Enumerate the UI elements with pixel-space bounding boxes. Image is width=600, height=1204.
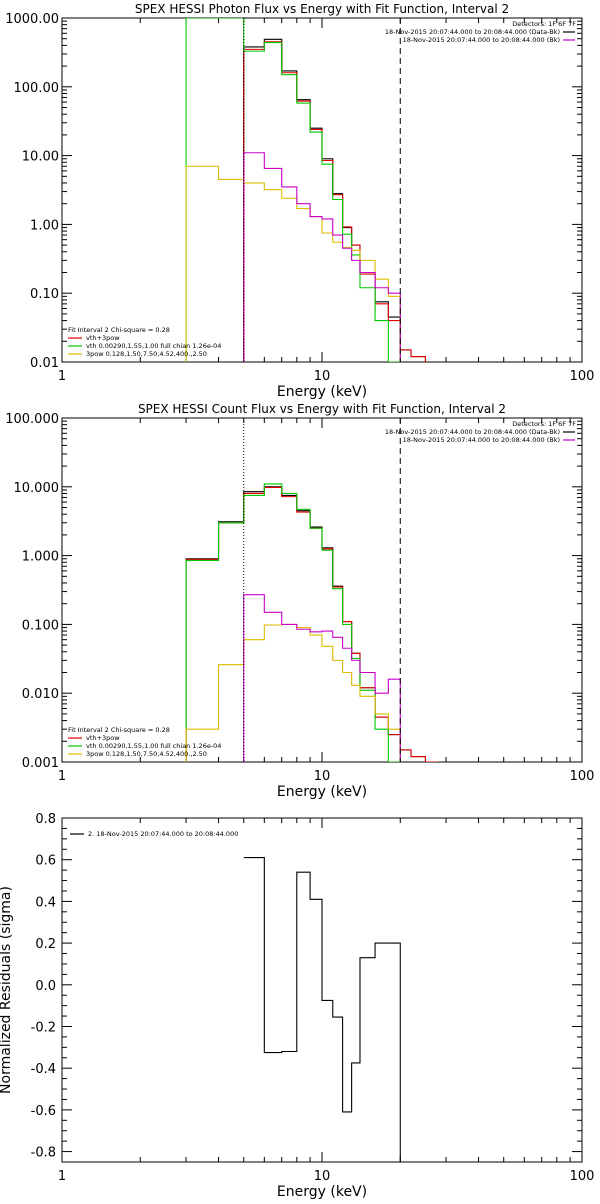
x-tick-label: 10	[314, 769, 331, 784]
series-line-5	[243, 152, 401, 362]
y-tick-label: 0.010	[22, 687, 59, 702]
x-tick-label: 1	[58, 369, 66, 384]
fit-legend-line: vth+3pow	[86, 734, 120, 742]
x-tick-label: 10	[314, 1169, 331, 1184]
series-line-3	[185, 483, 401, 762]
y-tick-label: 1.000	[22, 550, 59, 565]
series-line-1	[243, 38, 427, 362]
chart-panel-2: SPEX HESSI Count Flux vs Energy with Fit…	[5, 402, 594, 800]
y-tick-label: 0.001	[22, 756, 59, 771]
y-tick-label: -0.4	[31, 1062, 56, 1077]
y-tick-label: 100.00	[14, 81, 60, 96]
x-axis-label: Energy (keV)	[277, 384, 367, 400]
fit-legend-line: Fit Interval 2 Chi-square = 0.28	[68, 726, 170, 734]
series-line-4	[185, 165, 401, 362]
y-tick-label: -0.8	[31, 1146, 56, 1161]
series-line-2	[243, 41, 427, 362]
header-legend-line: Detectors: 1F 6F 7F	[512, 420, 576, 428]
x-tick-label: 100	[570, 1169, 595, 1184]
chart-panel-3: 1 10 100 Energy (keV) -0.8 -0.6 -0.4 -0.2 0.0 0.2…	[0, 812, 594, 1200]
fit-legend-line: Fit Interval 2 Chi-square = 0.28	[68, 326, 170, 334]
x-axis-label: Energy (keV)	[277, 784, 367, 800]
data-area	[185, 18, 427, 362]
series-line-3	[185, 18, 401, 362]
fit-legend-line: 3pow 0.128,1.50,7.50,4.52,400.,2.50	[86, 750, 207, 758]
legend-entry: 2. 18-Nov-2015 20:07:44.000 to 20:08:44.…	[88, 830, 238, 838]
chart-title: SPEX HESSI Photon Flux vs Energy with Fi…	[135, 2, 509, 16]
series-line-1	[243, 857, 401, 1162]
y-tick-label: -0.6	[31, 1104, 56, 1119]
chart-panel-1: SPEX HESSI Photon Flux vs Energy with Fi…	[5, 2, 594, 400]
y-tick-label: 0.8	[35, 812, 56, 827]
y-tick-label: 0.4	[35, 895, 56, 910]
y-tick-label: 0.0	[35, 979, 56, 994]
y-tick-label: 0.01	[30, 356, 59, 371]
header-legend-line: Detectors: 1F 6F 7F	[512, 20, 576, 28]
y-axis-label: Normalized Residuals (sigma)	[0, 886, 14, 1094]
fit-legend-line: vth+3pow	[86, 334, 120, 342]
header-legend-line: 18-Nov-2015 20:07:44.000 to 20:08:44.000…	[403, 436, 560, 444]
fit-legend-line: vth 0.00290,1.55,1.00 full chian 1.26e-0…	[86, 342, 221, 350]
x-tick-label: 1	[58, 1169, 66, 1184]
header-legend-line: 18-Nov-2015 20:07:44.000 to 20:08:44.000…	[385, 428, 560, 436]
data-area	[185, 418, 439, 762]
y-tick-label: -0.2	[31, 1020, 56, 1035]
fit-legend-line: vth 0.00290,1.55,1.00 full chian 1.26e-0…	[86, 742, 221, 750]
header-legend-line: 18-Nov-2015 20:07:44.000 to 20:08:44.000…	[403, 36, 560, 44]
x-tick-label: 100	[570, 369, 595, 384]
header-legend-line: 18-Nov-2015 20:07:44.000 to 20:08:44.000…	[385, 28, 560, 36]
chart-title: SPEX HESSI Count Flux vs Energy with Fit…	[138, 402, 506, 416]
x-tick-label: 10	[314, 369, 331, 384]
x-axis-label: Energy (keV)	[277, 1184, 367, 1200]
fit-legend-line: 3pow 0.128,1.50,7.50,4.52,400.,2.50	[86, 350, 207, 358]
y-tick-label: 0.100	[22, 618, 59, 633]
y-tick-label: 10.00	[22, 150, 59, 165]
x-tick-label: 1	[58, 769, 66, 784]
plot-frame	[61, 417, 583, 763]
y-tick-label: 0.6	[35, 854, 56, 869]
y-tick-label: 0.2	[35, 937, 56, 952]
y-tick-label: 10.000	[14, 481, 60, 496]
y-tick-label: 1000.00	[5, 12, 59, 27]
y-tick-label: 0.10	[30, 287, 59, 302]
series-line-5	[243, 594, 401, 762]
x-tick-label: 100	[570, 769, 595, 784]
y-tick-label: 1.00	[30, 218, 59, 233]
data-area	[243, 857, 401, 1162]
y-tick-label: 100.000	[5, 412, 59, 427]
plot-frame	[61, 17, 583, 363]
